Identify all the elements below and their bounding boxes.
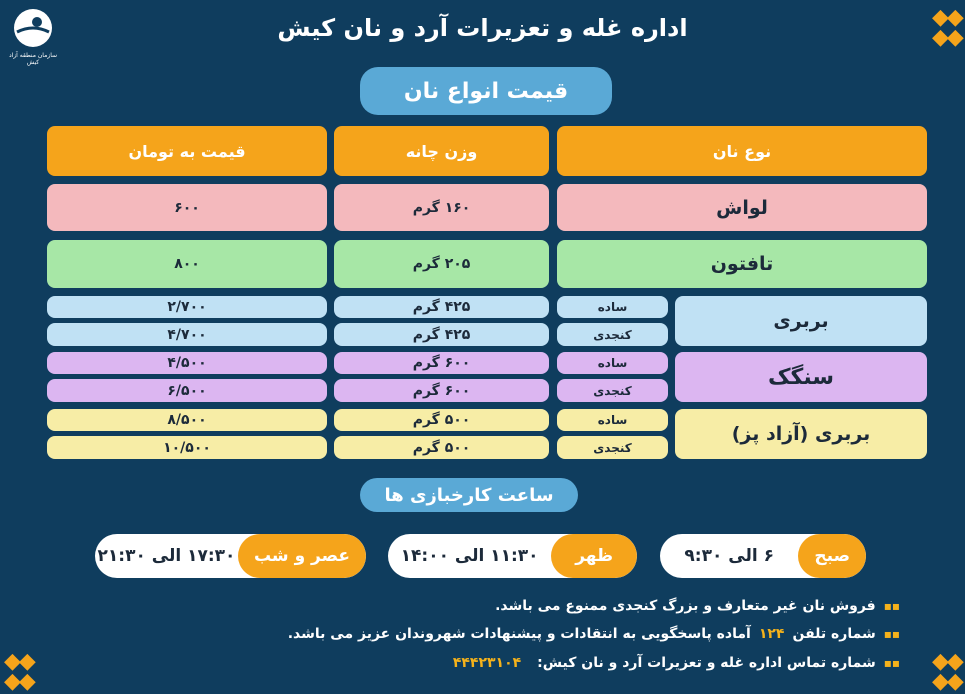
row-price: ۲/۷۰۰ — [47, 296, 327, 318]
corner-decoration-icon: ◆◆ ◆◆ — [932, 649, 964, 694]
shift-label: عصر و شب — [237, 534, 366, 578]
note: ▪▪ شماره تماس اداره غله و تعزیرات آرد و … — [452, 655, 900, 671]
variant: ساده — [557, 409, 668, 431]
header-price: قیمت به تومان — [47, 126, 327, 176]
variant: ساده — [557, 352, 668, 374]
variant: کنجدی — [557, 436, 668, 459]
row-weight: ۵۰۰ گرم — [334, 436, 549, 459]
bullet-icon: ▪▪ — [883, 627, 900, 641]
row-type: تافتون — [557, 240, 927, 288]
row-price: ۱۰/۵۰۰ — [47, 436, 327, 459]
row-weight: ۶۰۰ گرم — [334, 352, 549, 374]
shift-morning: صبح ۶ الی ۹:۳۰ — [660, 534, 866, 578]
shift-evening: عصر و شب ۱۷:۳۰ الی ۲۱:۳۰ — [95, 534, 366, 578]
row-price: ۶/۵۰۰ — [47, 379, 327, 402]
variant: ساده — [557, 296, 668, 318]
row-weight: ۱۶۰ گرم — [334, 184, 549, 231]
page-title: اداره غله و تعزیرات آرد و نان کیش — [277, 14, 688, 42]
row-price: ۸/۵۰۰ — [47, 409, 327, 431]
row-price: ۶۰۰ — [47, 184, 327, 231]
shift-label: صبح — [798, 534, 866, 578]
row-type: لواش — [557, 184, 927, 231]
note: ▪▪ فروش نان غیر متعارف و بزرگ کنجدی ممنو… — [495, 598, 900, 614]
note: ▪▪ شماره تلفن ۱۲۴ آماده پاسخگویی به انتق… — [287, 626, 900, 642]
row-type: بربری (آزاد پز) — [675, 409, 927, 459]
logo-icon — [14, 9, 52, 47]
bullet-icon: ▪▪ — [883, 599, 900, 613]
variant: کنجدی — [557, 323, 668, 346]
hours-section-title: ساعت کارخبازی ها — [360, 478, 578, 512]
shift-time: ۶ الی ۹:۳۰ — [684, 546, 774, 566]
row-weight: ۲۰۵ گرم — [334, 240, 549, 288]
row-type: سنگک — [675, 352, 927, 402]
variant: کنجدی — [557, 379, 668, 402]
header-type: نوع نان — [557, 126, 927, 176]
row-price: ۸۰۰ — [47, 240, 327, 288]
logo: سازمان منطقه آزاد کیش — [8, 8, 58, 66]
corner-decoration-icon: ◆◆ ◆◆ — [932, 5, 964, 50]
row-weight: ۴۲۵ گرم — [334, 296, 549, 318]
shift-time: ۱۷:۳۰ الی ۲۱:۳۰ — [97, 546, 236, 566]
price-section-title: قیمت انواع نان — [360, 67, 612, 115]
row-weight: ۵۰۰ گرم — [334, 409, 549, 431]
shift-label: ظهر — [551, 534, 637, 578]
corner-decoration-icon: ◆◆ ◆◆ — [4, 649, 36, 694]
header-weight: وزن چانه — [334, 126, 549, 176]
row-price: ۴/۷۰۰ — [47, 323, 327, 346]
row-weight: ۶۰۰ گرم — [334, 379, 549, 402]
row-type: بربری — [675, 296, 927, 346]
shift-noon: ظهر ۱۱:۳۰ الی ۱۴:۰۰ — [388, 534, 637, 578]
bullet-icon: ▪▪ — [883, 656, 900, 670]
row-weight: ۴۲۵ گرم — [334, 323, 549, 346]
row-price: ۴/۵۰۰ — [47, 352, 327, 374]
shift-time: ۱۱:۳۰ الی ۱۴:۰۰ — [400, 546, 539, 566]
